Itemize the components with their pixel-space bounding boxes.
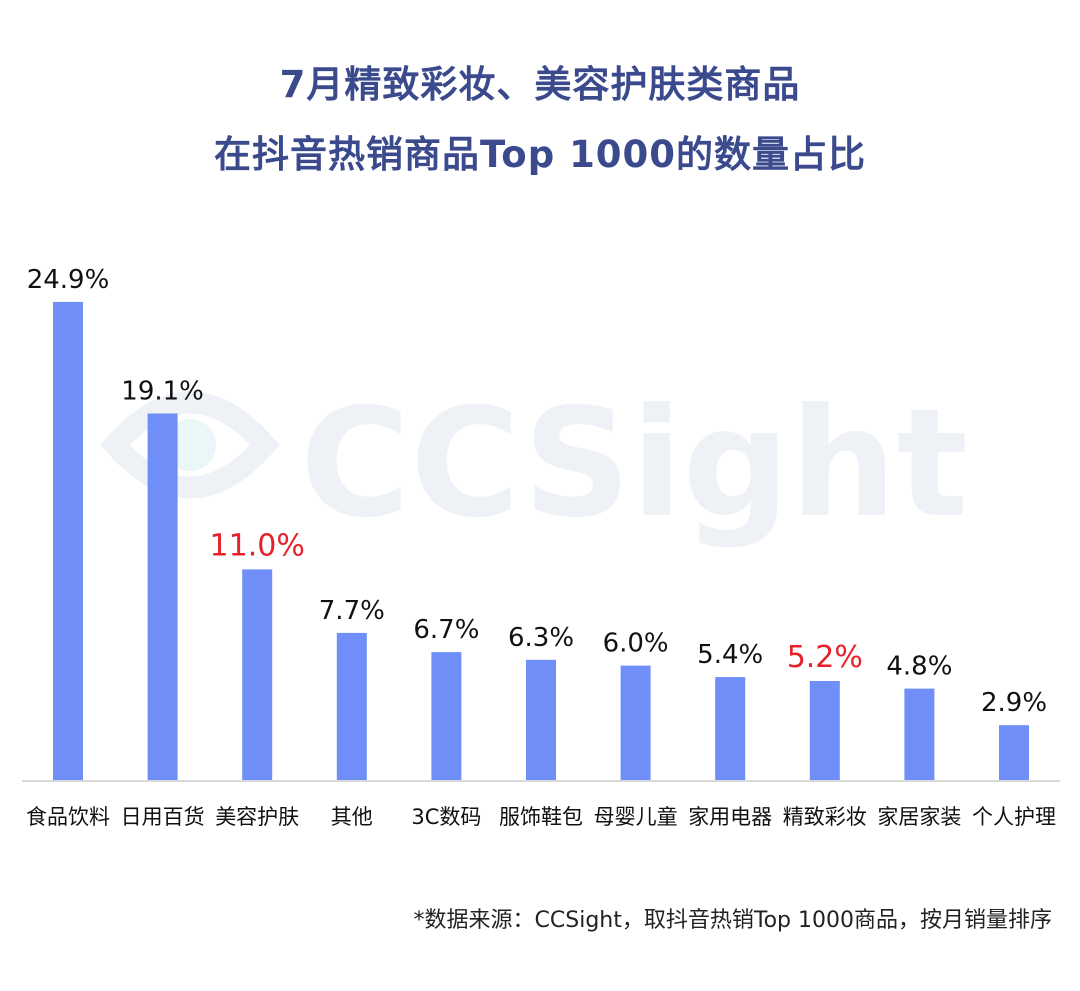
category-label-3: 美容护肤 bbox=[215, 805, 299, 829]
bar-1 bbox=[53, 301, 83, 781]
bar-5 bbox=[431, 652, 462, 781]
value-label-3: 11.0% bbox=[210, 528, 305, 563]
value-label-9: 5.2% bbox=[787, 640, 863, 675]
value-label-8: 5.4% bbox=[697, 640, 763, 670]
category-label-7: 母婴儿童 bbox=[594, 805, 678, 829]
bar-4 bbox=[336, 632, 367, 781]
chart-title-line1: 7月精致彩妆、美容护肤类商品 bbox=[279, 63, 801, 106]
category-label-1: 食品饮料 bbox=[26, 805, 110, 829]
category-label-11: 个人护理 bbox=[972, 805, 1056, 829]
bar-3 bbox=[242, 569, 273, 781]
data-source-note: *数据来源：CCSight，取抖音热销Top 1000商品，按月销量排序 bbox=[413, 908, 1052, 933]
bar-9 bbox=[809, 681, 840, 781]
bar-7 bbox=[620, 665, 651, 781]
category-label-4: 其他 bbox=[331, 805, 373, 829]
bar-2 bbox=[147, 413, 178, 781]
bar-6 bbox=[526, 659, 556, 781]
category-labels-group: 食品饮料 日用百货 美容护肤 其他 3C数码 服饰鞋包 母婴儿童 家用电器 精致彩妆 家居家装 个人… bbox=[26, 805, 1056, 829]
value-label-5: 6.7% bbox=[413, 615, 479, 645]
category-label-6: 服饰鞋包 bbox=[499, 805, 583, 829]
value-label-10: 4.8% bbox=[886, 652, 952, 682]
value-label-6: 6.3% bbox=[508, 623, 574, 653]
value-label-2: 19.1% bbox=[121, 377, 204, 407]
value-label-7: 6.0% bbox=[603, 629, 669, 659]
bar-11 bbox=[999, 725, 1029, 781]
category-label-5: 3C数码 bbox=[411, 805, 481, 829]
category-label-9: 精致彩妆 bbox=[783, 805, 867, 829]
value-label-1: 24.9% bbox=[27, 265, 110, 295]
bars-group bbox=[53, 301, 1029, 781]
value-labels-group: 24.9% 19.1% 11.0% 7.7% 6.7% 6.3% 6.0% 5.4% 5.2% 4… bbox=[27, 265, 1047, 718]
bar-10 bbox=[904, 688, 935, 781]
value-label-11: 2.9% bbox=[981, 688, 1047, 718]
category-label-2: 日用百货 bbox=[121, 805, 205, 829]
chart-title-line2: 在抖音热销商品Top 1000的数量占比 bbox=[213, 133, 867, 176]
value-label-4: 7.7% bbox=[319, 596, 385, 626]
category-label-10: 家居家装 bbox=[877, 805, 961, 829]
bar-8 bbox=[715, 677, 746, 781]
category-label-8: 家用电器 bbox=[688, 805, 772, 829]
